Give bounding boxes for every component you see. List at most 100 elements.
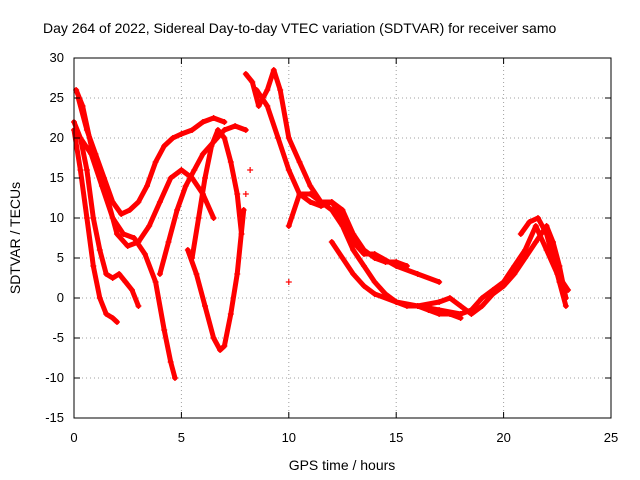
data-point xyxy=(210,115,217,121)
series-line xyxy=(286,191,442,285)
data-point xyxy=(144,183,151,189)
data-point xyxy=(360,263,367,269)
y-tick-label: 25 xyxy=(50,90,64,105)
data-point xyxy=(350,247,357,253)
data-point xyxy=(90,215,97,221)
data-point xyxy=(202,175,209,181)
data-point xyxy=(350,239,357,245)
data-point xyxy=(120,231,127,237)
data-point xyxy=(178,167,185,173)
data-point xyxy=(128,287,135,293)
data-point xyxy=(360,283,367,289)
data-point xyxy=(307,183,314,189)
data-point xyxy=(208,143,215,149)
series-arc-9 xyxy=(242,67,410,269)
data-point xyxy=(234,271,241,277)
x-tick-label: 15 xyxy=(389,430,403,445)
data-point xyxy=(195,215,202,221)
x-tick-label: 20 xyxy=(496,430,510,445)
data-point xyxy=(77,167,84,173)
data-point xyxy=(350,271,357,277)
data-point xyxy=(446,295,453,301)
data-point xyxy=(285,167,292,173)
data-point xyxy=(217,347,224,353)
data-point xyxy=(242,127,249,133)
data-point xyxy=(109,315,116,321)
chart-title: Day 264 of 2022, Sidereal Day-to-day VTE… xyxy=(43,20,556,36)
data-point xyxy=(103,311,110,317)
series-arc-7 xyxy=(184,207,247,353)
data-point xyxy=(479,295,486,301)
y-tick-label: 20 xyxy=(50,130,64,145)
y-tick-label: -15 xyxy=(45,410,64,425)
data-point xyxy=(414,303,421,309)
data-point xyxy=(83,215,90,221)
data-point xyxy=(275,135,282,141)
x-axis-label: GPS time / hours xyxy=(289,457,396,473)
data-point xyxy=(227,311,234,317)
data-point xyxy=(247,167,254,173)
data-point xyxy=(285,135,292,141)
data-point xyxy=(522,247,529,253)
series-arc-4 xyxy=(75,95,228,217)
y-tick-label: 30 xyxy=(50,50,64,65)
data-point xyxy=(199,119,206,125)
data-series xyxy=(71,67,572,381)
data-point xyxy=(468,311,475,317)
series-arc-1 xyxy=(71,127,120,325)
data-point xyxy=(161,327,168,333)
data-point xyxy=(232,123,239,129)
y-tick-label: 5 xyxy=(57,250,64,265)
data-point xyxy=(210,215,217,221)
data-point xyxy=(210,335,217,341)
series-arc-5 xyxy=(77,135,178,381)
x-tick-label: 5 xyxy=(178,430,185,445)
data-point xyxy=(174,207,181,213)
data-point xyxy=(255,103,262,109)
data-point xyxy=(96,295,103,301)
series-arc-8 xyxy=(189,127,245,261)
data-point xyxy=(318,203,325,209)
data-point xyxy=(191,167,198,173)
data-point xyxy=(522,255,529,261)
data-point xyxy=(393,299,400,305)
data-point xyxy=(152,159,159,165)
series-line xyxy=(189,127,244,261)
data-point xyxy=(393,263,400,269)
data-point xyxy=(511,271,518,277)
data-point xyxy=(534,215,541,221)
data-point xyxy=(135,199,142,205)
data-point xyxy=(83,167,90,173)
series-arc-2 xyxy=(71,119,142,309)
data-point xyxy=(457,311,464,317)
data-point xyxy=(109,215,116,221)
data-point xyxy=(131,235,138,241)
data-point xyxy=(339,215,346,221)
data-point xyxy=(156,271,163,277)
data-point xyxy=(234,191,241,197)
data-point xyxy=(182,183,189,189)
data-point xyxy=(328,199,335,205)
y-tick-label: -10 xyxy=(45,370,64,385)
series-line xyxy=(243,67,410,269)
data-point xyxy=(238,231,245,237)
series-arc-11 xyxy=(285,191,443,285)
data-point xyxy=(270,67,277,73)
data-point xyxy=(543,231,550,237)
data-point xyxy=(152,279,159,285)
data-point xyxy=(500,283,507,289)
data-point xyxy=(124,243,131,249)
data-point xyxy=(109,275,116,281)
data-point xyxy=(122,279,129,285)
data-point xyxy=(285,279,292,285)
data-point xyxy=(113,231,120,237)
data-point xyxy=(532,223,539,229)
data-point xyxy=(161,143,168,149)
data-point xyxy=(242,191,249,197)
data-point xyxy=(296,191,303,197)
data-point xyxy=(90,263,97,269)
data-point xyxy=(88,151,95,157)
data-point xyxy=(96,247,103,253)
data-point xyxy=(184,247,191,253)
